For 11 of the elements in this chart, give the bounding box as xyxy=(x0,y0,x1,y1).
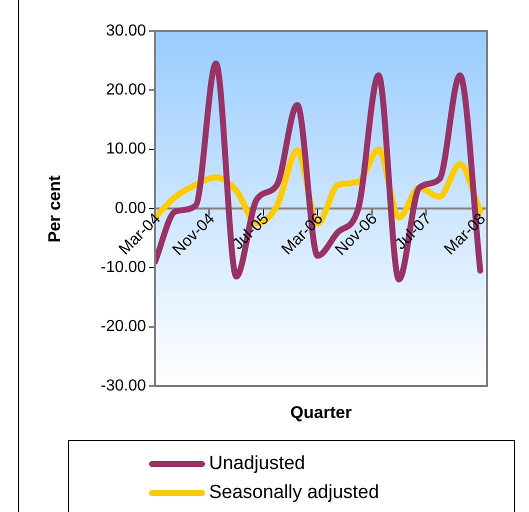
y-tick-label: -20.00 xyxy=(100,318,146,336)
y-tick-label: 30.00 xyxy=(106,22,146,40)
y-tick-label: -10.00 xyxy=(100,259,146,276)
legend-label: Seasonally adjusted xyxy=(209,482,380,504)
y-tick-label: -30.00 xyxy=(100,377,146,394)
y-axis-title: Per cent xyxy=(45,175,65,243)
y-tick-label: 20.00 xyxy=(106,82,146,99)
y-tick-label: 10.00 xyxy=(106,140,146,158)
legend-label: Unadjusted xyxy=(209,452,306,474)
x-axis-title: Quarter xyxy=(289,403,353,423)
y-tick-label: 0.00 xyxy=(114,200,146,217)
